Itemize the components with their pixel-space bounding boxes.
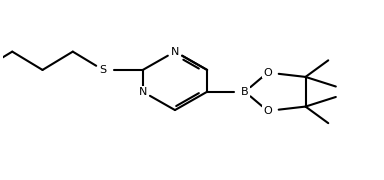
- Text: O: O: [263, 106, 272, 116]
- Text: S: S: [99, 65, 107, 75]
- Text: O: O: [263, 68, 272, 78]
- Text: N: N: [139, 87, 147, 97]
- Text: N: N: [171, 47, 179, 57]
- Text: B: B: [241, 87, 249, 97]
